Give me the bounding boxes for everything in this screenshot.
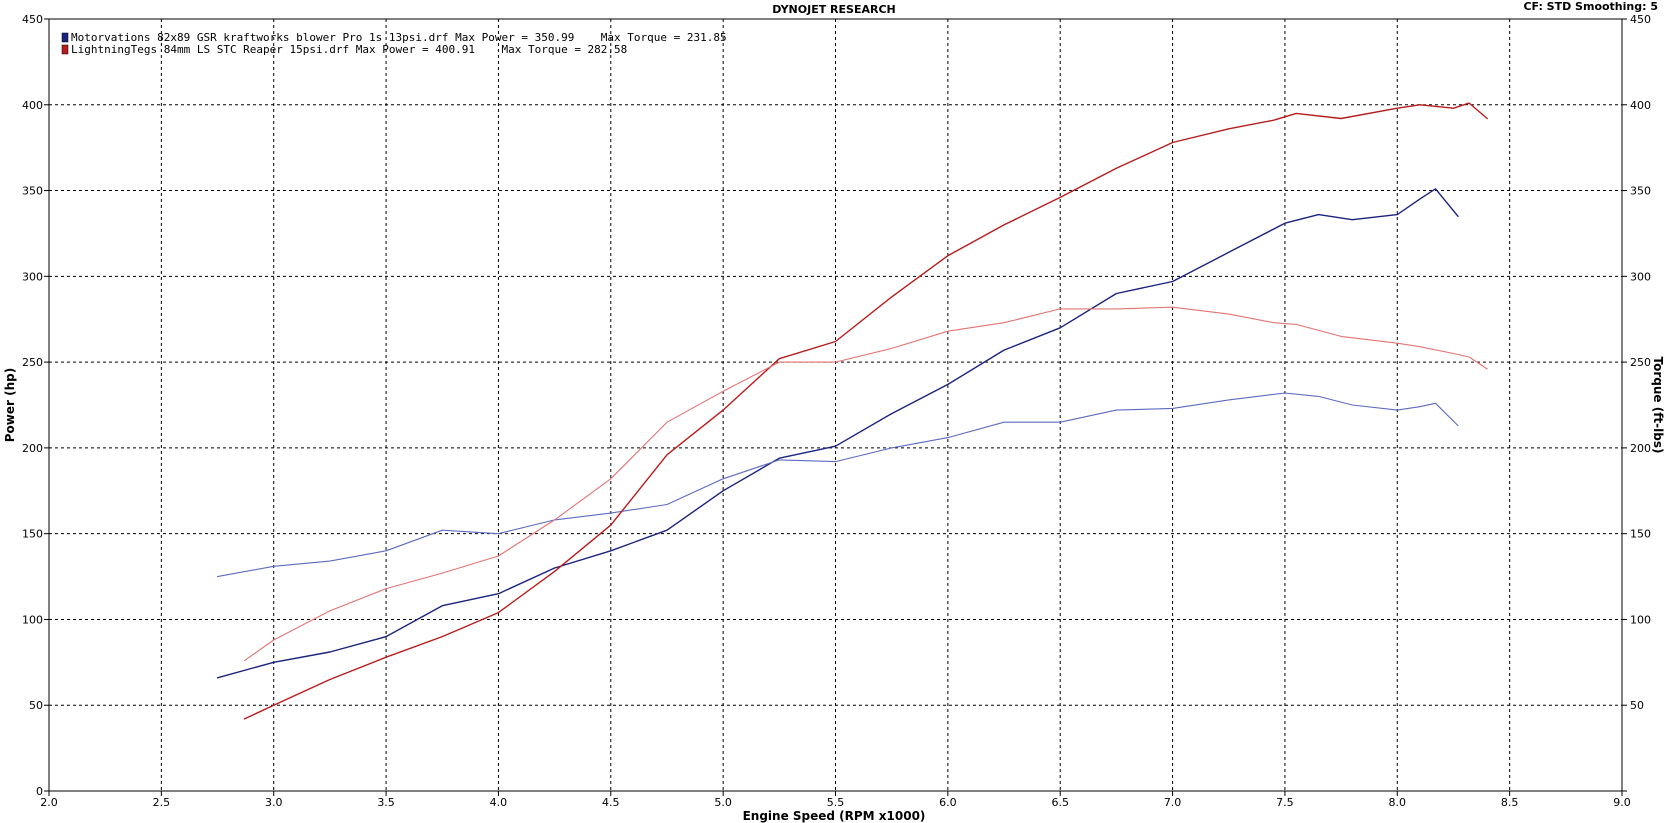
x-tick-label: 5.0 bbox=[714, 796, 732, 809]
chart-title: DYNOJET RESEARCH bbox=[772, 3, 895, 16]
x-tick-label: 6.0 bbox=[939, 796, 957, 809]
x-tick-label: 5.5 bbox=[827, 796, 845, 809]
y-tick-label-left: 350 bbox=[22, 185, 43, 198]
x-tick-label: 3.5 bbox=[377, 796, 395, 809]
y-tick-label-left: 250 bbox=[22, 356, 43, 369]
y-tick-label-left: 200 bbox=[22, 442, 43, 455]
y-axis-left-ticks: 0 50 100 150 200 250 300 350 400 450 bbox=[22, 13, 49, 798]
x-tick-label: 7.5 bbox=[1276, 796, 1294, 809]
legend-swatch-red bbox=[61, 44, 69, 55]
series-line-power bbox=[243, 102, 1488, 720]
y-tick-label-left: 300 bbox=[22, 270, 43, 283]
x-tick-label: 2.0 bbox=[40, 796, 58, 809]
y-tick-label-right: 100 bbox=[1630, 613, 1651, 626]
series-lines bbox=[216, 102, 1488, 720]
grid-lines bbox=[49, 19, 1622, 791]
x-tick-label: 3.0 bbox=[265, 796, 283, 809]
y-tick-label-left: 100 bbox=[22, 613, 43, 626]
y-tick-label-right: 150 bbox=[1630, 528, 1651, 541]
y-tick-label-right: 450 bbox=[1630, 13, 1651, 26]
x-axis-ticks: 2.0 2.5 3.0 3.5 4.0 4.5 5.0 5.5 6.0 6.5 7.0 7.5 8.0 8… bbox=[40, 791, 1631, 809]
y-axis-right-ticks: 50 100 150 200 250 300 350 400 450 bbox=[1622, 13, 1651, 792]
series-line-power bbox=[216, 188, 1459, 679]
y-tick-label-left: 400 bbox=[22, 99, 43, 112]
chart-settings: CF: STD Smoothing: 5 bbox=[1523, 0, 1658, 13]
y-tick-label-right: 50 bbox=[1630, 699, 1644, 712]
y-tick-label-right: 350 bbox=[1630, 185, 1651, 198]
y-axis-right-title: Torque (ft-lbs) bbox=[1651, 357, 1665, 454]
x-tick-label: 4.0 bbox=[490, 796, 508, 809]
legend-swatch-blue bbox=[61, 32, 69, 43]
x-tick-label: 2.5 bbox=[153, 796, 171, 809]
series-line-torque bbox=[216, 392, 1459, 578]
y-tick-label-left: 50 bbox=[29, 699, 43, 712]
y-tick-label-right: 400 bbox=[1630, 99, 1651, 112]
legend-entry-lightningtegs: LightningTegs 84mm LS STC Reaper 15psi.d… bbox=[71, 43, 627, 56]
y-tick-label-right: 200 bbox=[1630, 442, 1651, 455]
y-tick-label-left: 0 bbox=[36, 785, 43, 798]
y-tick-label-right: 250 bbox=[1630, 356, 1651, 369]
series-line-torque bbox=[243, 306, 1488, 662]
x-tick-label: 7.0 bbox=[1164, 796, 1182, 809]
y-tick-label-right: 300 bbox=[1630, 270, 1651, 283]
x-tick-label: 9.0 bbox=[1613, 796, 1631, 809]
y-tick-label-left: 150 bbox=[22, 528, 43, 541]
x-tick-label: 4.5 bbox=[602, 796, 620, 809]
x-tick-label: 8.5 bbox=[1501, 796, 1519, 809]
y-tick-label-left: 450 bbox=[22, 13, 43, 26]
legend: Motorvations 82x89 GSR kraftworks blower… bbox=[61, 31, 727, 56]
x-tick-label: 6.5 bbox=[1051, 796, 1069, 809]
x-axis-title: Engine Speed (RPM x1000) bbox=[743, 809, 926, 823]
x-tick-label: 8.0 bbox=[1389, 796, 1407, 809]
y-axis-left-title: Power (hp) bbox=[3, 368, 17, 442]
legend-entry-motorvations: Motorvations 82x89 GSR kraftworks blower… bbox=[71, 31, 727, 44]
